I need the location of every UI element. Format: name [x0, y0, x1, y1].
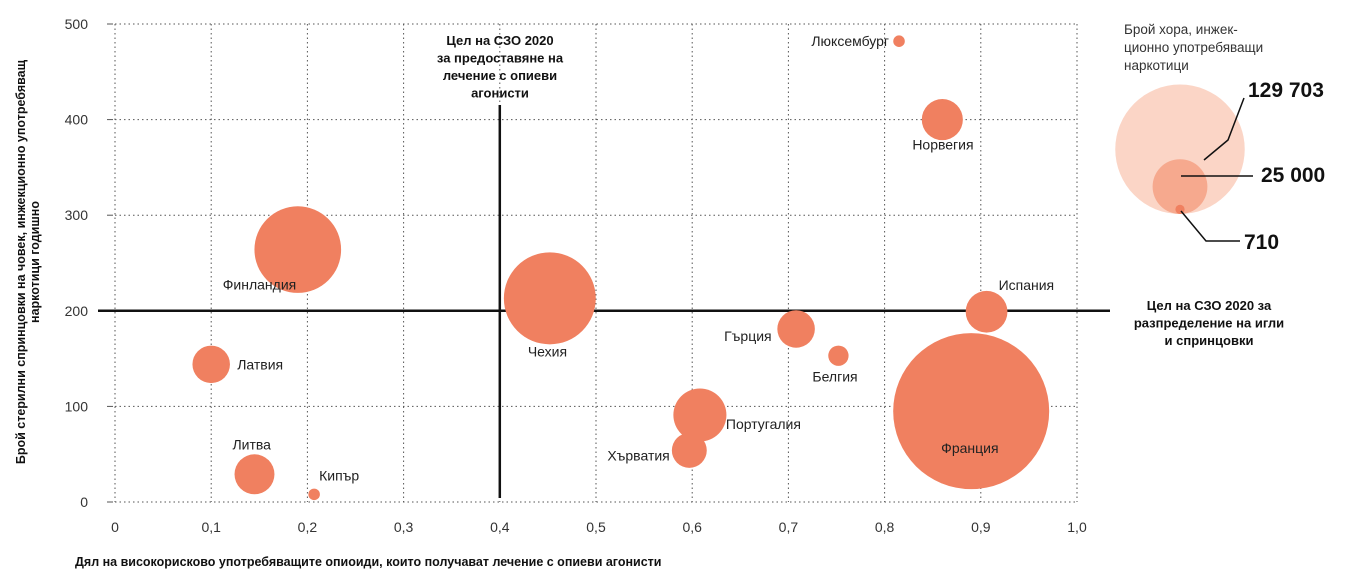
reference-annotations: Цел на СЗО 2020 за предоставяне на лечение… [437, 33, 1284, 348]
bubble-label: Хърватия [607, 447, 669, 463]
bubble-label: Чехия [528, 343, 567, 359]
x-tick-label: 0,1 [201, 519, 221, 535]
bubble-Норвегия [921, 99, 963, 141]
x-tick-label: 0,4 [490, 519, 510, 535]
bubble-Гърция [777, 310, 815, 348]
legend-title: ционно употребяващи [1124, 40, 1263, 55]
legend-circle [1115, 84, 1245, 215]
legend-title: наркотици [1124, 58, 1189, 73]
y-tick-label: 300 [65, 207, 89, 223]
x-tick-label: 0,2 [298, 519, 318, 535]
bubble-label: Литва [232, 436, 271, 452]
who-target-treatment-label: Цел на СЗО 2020 [446, 33, 553, 48]
bubble-Испания [965, 290, 1008, 333]
bubble-label: Латвия [237, 356, 283, 372]
bubble-label: Кипър [319, 467, 359, 483]
y-tick-label: 200 [65, 303, 89, 319]
x-tick-label: 1,0 [1067, 519, 1087, 535]
x-tick-label: 0 [111, 519, 119, 535]
who-target-syringes-label: разпределение на игли [1134, 316, 1284, 331]
bubble-label: Белгия [812, 369, 857, 385]
who-target-syringes-label: Цел на СЗО 2020 за [1147, 298, 1272, 313]
legend-leader-large [1203, 97, 1245, 161]
bubble-label: Испания [999, 277, 1055, 293]
x-tick-label: 0,3 [394, 519, 414, 535]
x-axis-title: Дял на високорисково употребяващите опио… [75, 555, 661, 569]
legend-title: Брой хора, инжек- [1124, 22, 1238, 37]
x-tick-label: 0,7 [779, 519, 799, 535]
bubble-label: Португалия [726, 416, 801, 432]
x-tick-label: 0,5 [586, 519, 606, 535]
legend-value-large: 129 703 [1248, 79, 1324, 102]
who-target-treatment-label: лечение с опиеви [443, 68, 557, 83]
bubble-label: Франция [941, 440, 998, 456]
who-target-treatment-label: агонисти [471, 86, 529, 101]
bubble-Белгия [828, 345, 849, 366]
legend-value-medium: 25 000 [1261, 164, 1325, 187]
bubble-Латвия [192, 345, 230, 384]
bubble-Хърватия [671, 432, 707, 468]
bubbles [192, 35, 1050, 501]
bubble-Литва [234, 454, 275, 495]
legend-value-small: 710 [1244, 231, 1279, 254]
size-legend: Брой хора, инжек-ционно употребяващи нарк… [1115, 22, 1325, 254]
bubble-label: Люксембург [811, 33, 889, 49]
x-tick-label: 0,8 [875, 519, 895, 535]
bubble-Люксембург [893, 35, 905, 47]
bubble-Португалия [673, 388, 727, 442]
bubble-label: Гърция [724, 328, 772, 344]
legend-circle [1152, 159, 1208, 214]
y-tick-label: 400 [65, 112, 89, 128]
x-tick-label: 0,9 [971, 519, 991, 535]
bubble-Кипър [308, 488, 320, 501]
y-axis-title-line: наркотици годишно [28, 201, 42, 323]
bubble-label: Финландия [223, 277, 296, 293]
x-tick-label: 0,6 [682, 519, 702, 535]
who-target-treatment-label: за предоставяне на [437, 51, 564, 66]
who-target-syringes-label: и спринцовки [1165, 333, 1254, 348]
bubble-Чехия [503, 252, 596, 345]
legend-leader-small [1180, 210, 1240, 242]
bubble-Франция [893, 333, 1050, 490]
y-tick-label: 500 [65, 16, 89, 32]
bubble-label: Норвегия [912, 137, 973, 153]
y-tick-label: 0 [80, 494, 88, 510]
y-axis-title: Брой стерилни спринцовки на човек, инжек… [14, 59, 42, 464]
bubble-labels: Люксембург Норвегия Финландия Чехия Испания Г… [223, 33, 1054, 483]
y-axis-title-line: Брой стерилни спринцовки на човек, инжек… [14, 59, 28, 464]
axes: 0 100 200 300 400 500 0 0,1 0,2 0,3 0,4 0,5 0,6 0,7 0,… [14, 16, 1110, 569]
y-tick-label: 100 [65, 398, 89, 414]
bubble-Финландия [254, 206, 342, 293]
